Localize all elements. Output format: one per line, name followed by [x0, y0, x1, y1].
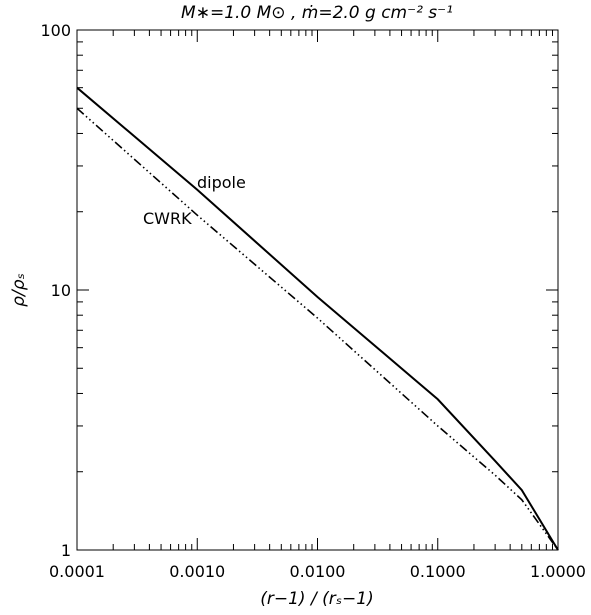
series-line [76, 107, 559, 551]
y-tick-label: 1 [61, 541, 71, 560]
x-axis-label: (r−1) / (rₛ−1) [260, 589, 374, 609]
x-tick-label: 0.0001 [49, 562, 105, 581]
x-tick-label: 0.1000 [410, 562, 466, 581]
y-tick-label: 100 [40, 21, 71, 40]
y-axis-label: ρ/ρₛ [9, 273, 29, 307]
plot-frame [76, 29, 559, 551]
x-tick-label: 0.0100 [290, 562, 346, 581]
series-annotation: dipole [197, 173, 246, 192]
y-tick-label: 10 [51, 281, 71, 300]
chart-title: M∗=1.0 M⊙ , ṁ=2.0 g cm⁻² s⁻¹ [181, 3, 453, 23]
x-tick-label: 1.0000 [530, 562, 586, 581]
series-annotation: CWRK [143, 209, 192, 228]
series-line [76, 86, 559, 551]
x-tick-label: 0.0010 [169, 562, 225, 581]
